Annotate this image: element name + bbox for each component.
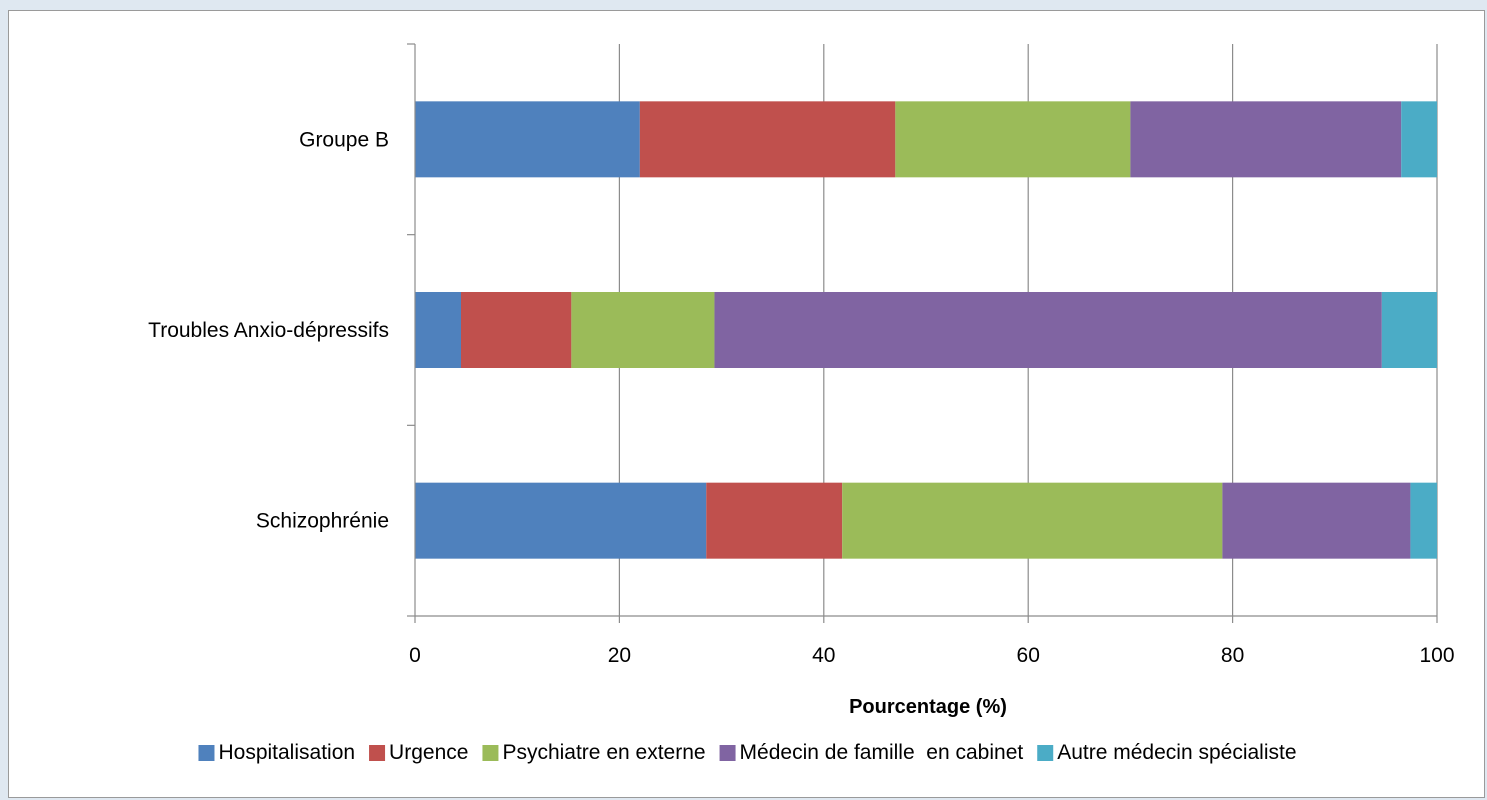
legend-label: Urgence xyxy=(389,741,468,764)
legend-item: Urgence xyxy=(369,741,468,764)
labels: 0 20 40 60 80 100 Groupe B Troubles Anxio-dépre… xyxy=(148,128,1454,667)
bar-segment xyxy=(415,101,640,178)
x-tick-label: 40 xyxy=(812,644,835,667)
legend-label: Médecin de famille en cabinet xyxy=(740,741,1024,764)
legend-item: Autre médecin spécialiste xyxy=(1037,741,1297,764)
legend-label: Autre médecin spécialiste xyxy=(1057,741,1296,764)
chart-frame: 0 20 40 60 80 100 Groupe B Troubles Anxio-dépre… xyxy=(8,10,1485,798)
legend-swatch xyxy=(1037,745,1054,761)
bar-segment xyxy=(1222,482,1411,559)
bars xyxy=(415,101,1437,559)
bar-segment xyxy=(1130,101,1402,178)
legend-item: Psychiatre en externe xyxy=(482,741,706,764)
legend-swatch xyxy=(369,745,386,761)
y-category-label: Troubles Anxio-dépressifs xyxy=(148,319,389,342)
legend-label: Psychiatre en externe xyxy=(502,741,705,764)
legend-label: Hospitalisation xyxy=(218,741,355,764)
bar-segment xyxy=(1401,101,1437,178)
axes xyxy=(407,43,1438,623)
bar-segment xyxy=(714,292,1382,368)
y-category-label: Groupe B xyxy=(299,128,389,151)
bar-segment xyxy=(1381,292,1437,368)
bar-segment xyxy=(895,101,1131,178)
legend-swatch xyxy=(719,745,736,761)
bar-segment xyxy=(571,292,715,368)
stacked-bar-chart: 0 20 40 60 80 100 Groupe B Troubles Anxio-dépre… xyxy=(148,43,1455,764)
x-axis-title: Pourcentage (%) xyxy=(849,696,1007,718)
bar-segment xyxy=(415,482,707,559)
bar-segment xyxy=(415,292,461,368)
y-category-label: Schizophrénie xyxy=(256,510,389,533)
legend-item: Médecin de famille en cabinet xyxy=(719,741,1024,764)
bar-segment xyxy=(842,482,1223,559)
legend-swatch xyxy=(482,745,499,761)
x-tick-label: 60 xyxy=(1017,644,1040,667)
legend: Hospitalisation Urgence Psychiatre en exte… xyxy=(198,741,1297,764)
legend-item: Hospitalisation xyxy=(198,741,355,764)
bar-segment xyxy=(1410,482,1437,559)
legend-swatch xyxy=(198,745,215,761)
bar-segment xyxy=(460,292,572,368)
x-tick-label: 20 xyxy=(608,644,631,667)
x-tick-label: 0 xyxy=(409,644,421,667)
bar-segment xyxy=(639,101,896,178)
x-tick-label: 100 xyxy=(1419,644,1454,667)
x-tick-label: 80 xyxy=(1221,644,1244,667)
bar-segment xyxy=(706,482,843,559)
